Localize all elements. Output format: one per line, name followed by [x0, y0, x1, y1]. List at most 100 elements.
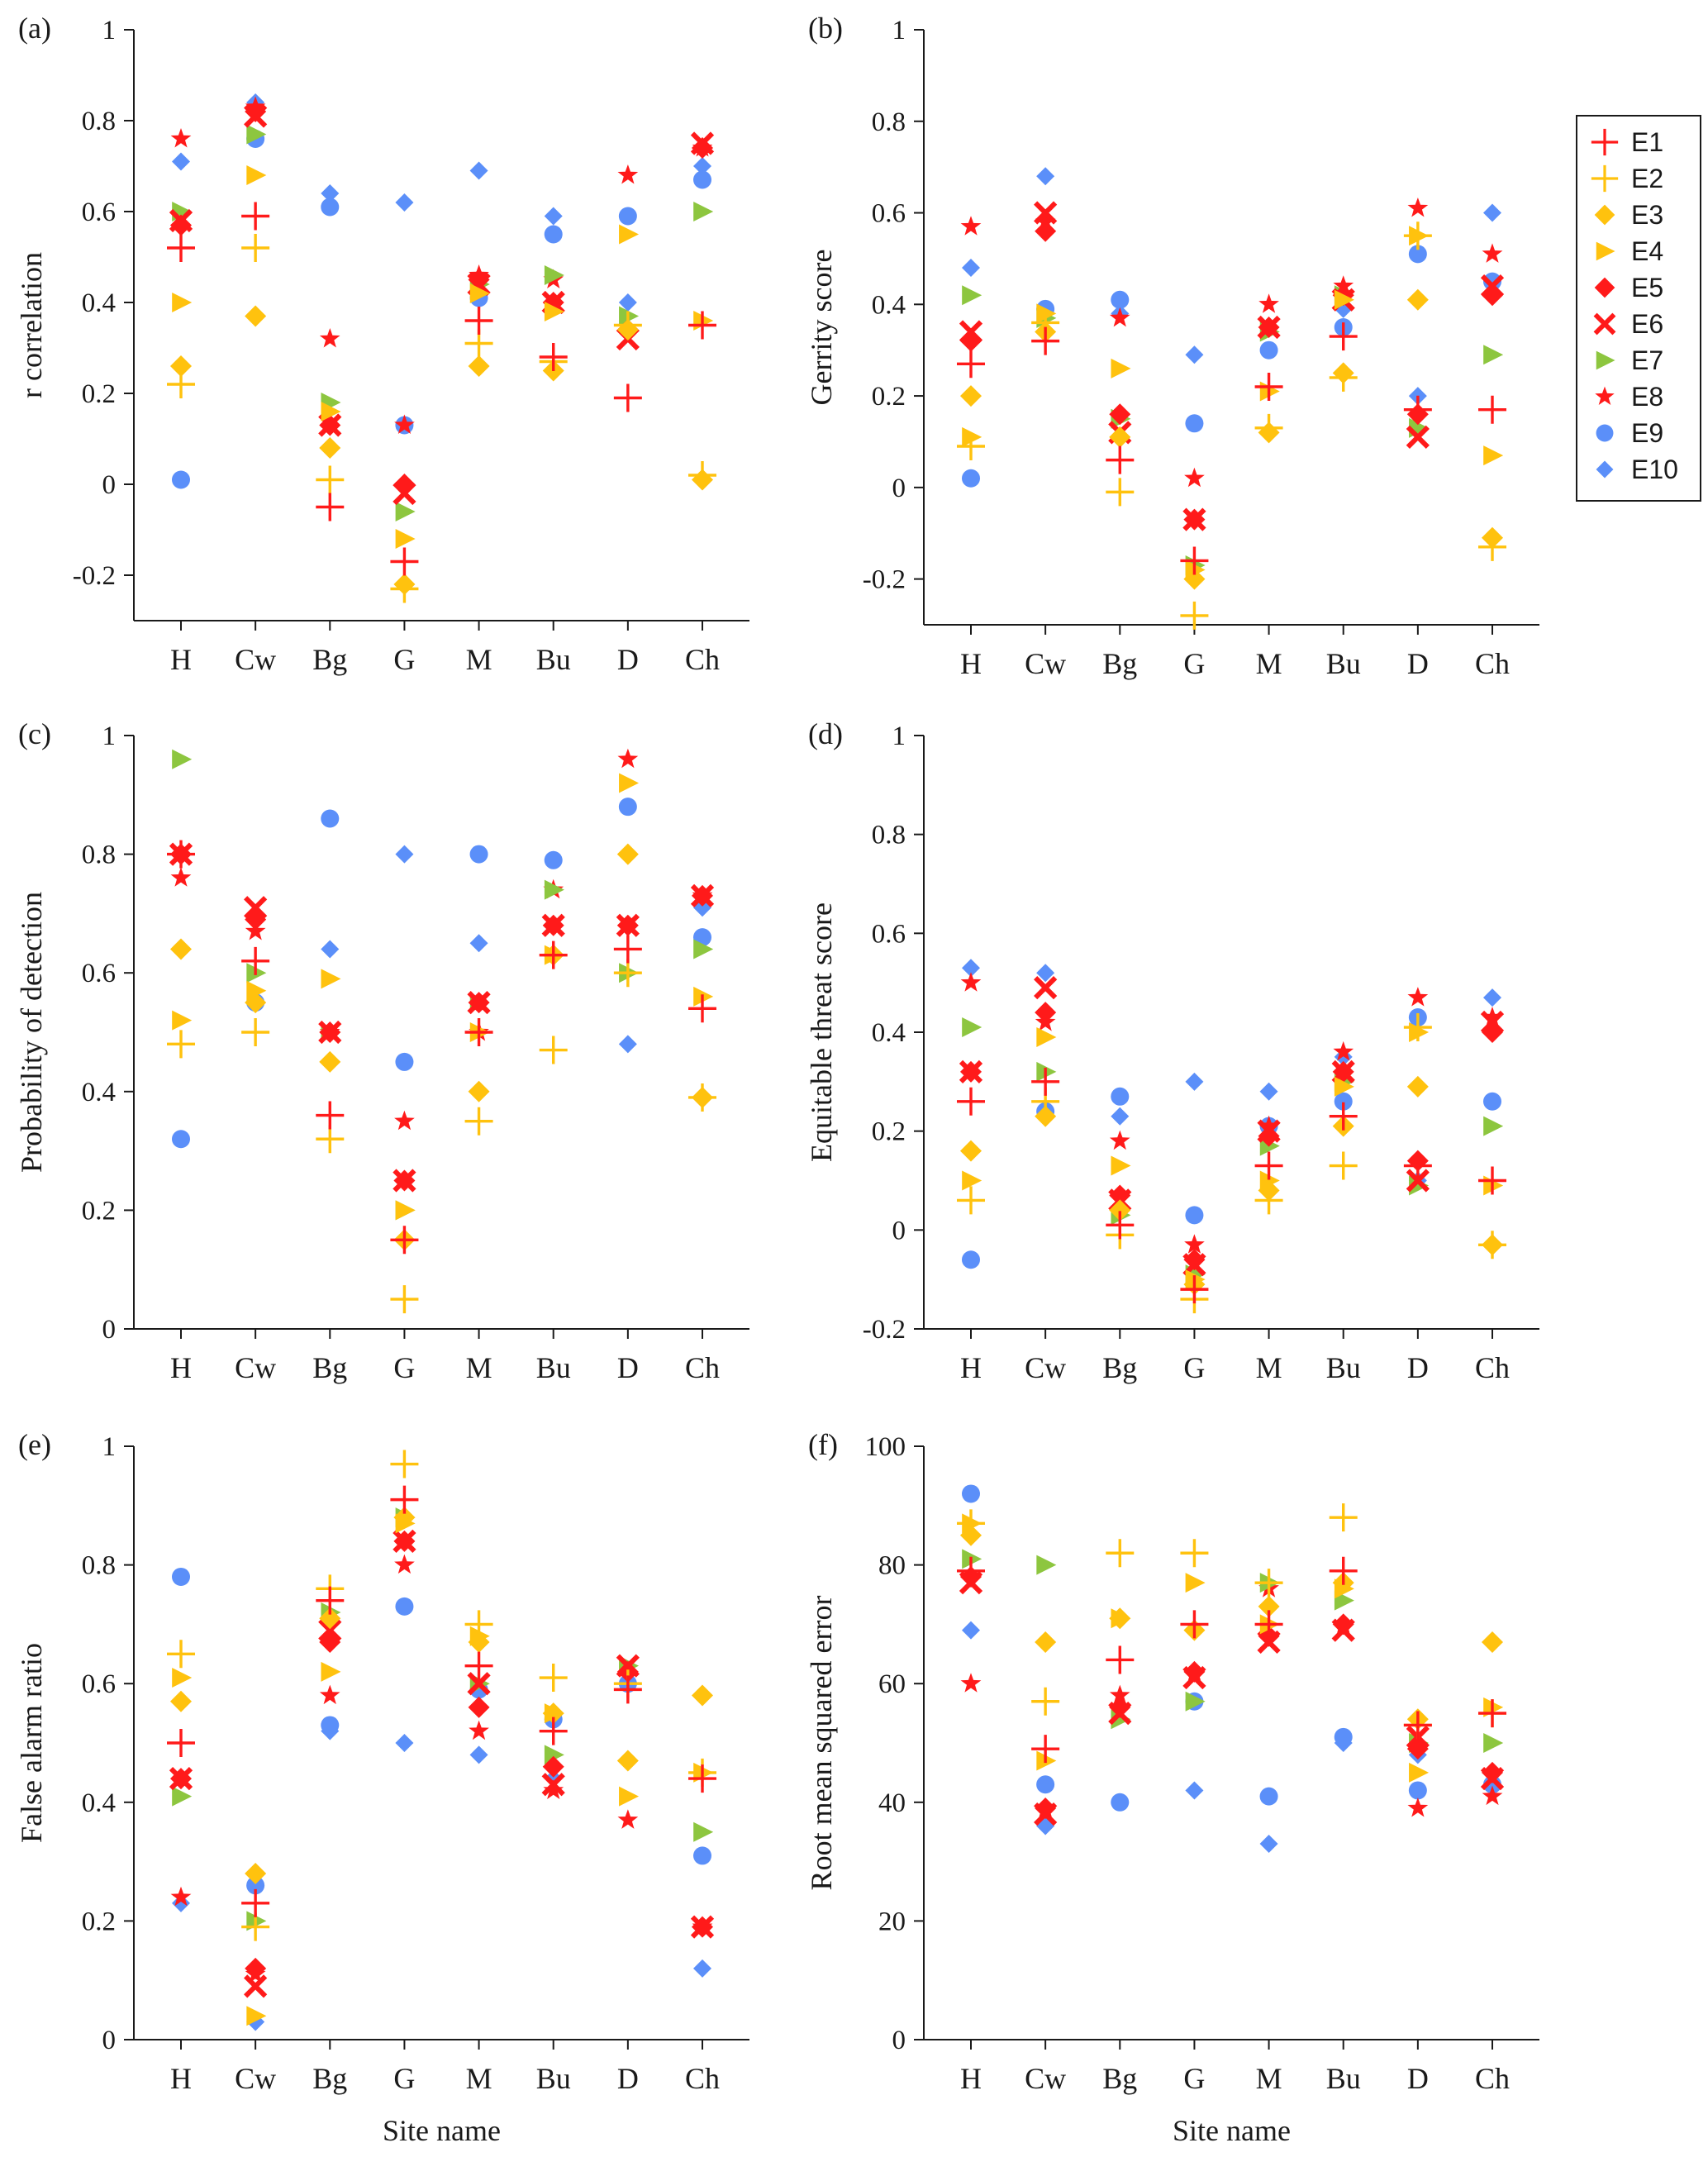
point-e10-ch: [693, 1959, 711, 1978]
point-e1-h: [167, 234, 195, 262]
point-e9-g: [395, 1052, 414, 1071]
legend-marker-e10: [1596, 460, 1614, 479]
point-e6-cw: [244, 1974, 268, 1998]
y-tick-label: 0.8: [82, 107, 116, 136]
point-e4-bg: [321, 1661, 341, 1682]
x-tick-label: Bg: [312, 643, 347, 676]
y-tick-label: 0.6: [872, 199, 906, 229]
point-e1-g: [390, 547, 419, 576]
point-e4-cw: [246, 2006, 267, 2026]
point-e5-g: [1183, 508, 1206, 531]
point-e4-cw: [246, 165, 267, 185]
point-e9-m: [1259, 340, 1278, 360]
y-tick-label: 0: [892, 474, 906, 503]
point-e4-bg: [321, 969, 341, 989]
point-e4-bg: [1111, 358, 1131, 379]
legend-marker-e8: [1595, 386, 1615, 405]
point-e1-cw: [1031, 326, 1060, 355]
panel-label: (a): [18, 12, 51, 45]
y-tick-label: 1: [102, 1432, 117, 1462]
point-e5-d: [616, 914, 639, 936]
point-e9-bu: [1334, 1727, 1353, 1746]
point-e2-bu: [539, 1036, 568, 1064]
point-e8-g: [394, 1110, 415, 1131]
y-tick-label: 0: [892, 1216, 906, 1245]
point-e3-m: [468, 1080, 490, 1102]
x-tick-label: D: [617, 2062, 639, 2095]
point-e9-g: [1185, 414, 1204, 433]
point-e5-ch: [1482, 1021, 1503, 1043]
point-e5-ch: [1482, 284, 1503, 307]
point-e1-g: [1180, 1610, 1209, 1639]
panel-label: (e): [18, 1428, 51, 1461]
point-e4-g: [1185, 1573, 1206, 1593]
y-tick-label: 0.2: [82, 379, 116, 409]
x-tick-label: G: [1183, 1351, 1205, 1384]
panel-label: (b): [808, 12, 843, 45]
point-e5-h: [960, 330, 982, 352]
point-e1-ch: [688, 311, 716, 340]
point-e5-cw: [1035, 1002, 1057, 1024]
x-tick-label: G: [393, 643, 415, 676]
point-e1-d: [613, 935, 642, 964]
point-e8-d: [1407, 198, 1429, 217]
point-e3-bg: [1109, 1607, 1131, 1630]
point-e8-d: [617, 748, 639, 769]
x-tick-label: Bu: [536, 1351, 571, 1384]
point-e10-g: [395, 1734, 414, 1752]
point-e4-bu: [544, 302, 564, 321]
point-e8-ch: [1482, 1007, 1503, 1026]
panel-label: (c): [18, 717, 51, 750]
point-e8-bg: [319, 328, 340, 348]
x-tick-label: M: [1256, 647, 1282, 680]
point-e7-d: [1409, 1175, 1430, 1196]
point-e9-d: [618, 798, 637, 817]
point-e6-bu: [541, 1773, 565, 1797]
point-e6-bg: [318, 1618, 342, 1642]
point-e2-h: [957, 432, 985, 460]
point-e9-h: [172, 1567, 190, 1586]
point-e7-h: [962, 285, 982, 306]
point-e9-ch: [1483, 272, 1501, 291]
point-e7-ch: [693, 1821, 714, 1842]
point-e9-h: [962, 469, 980, 488]
point-e8-bg: [319, 1684, 340, 1705]
point-e9-g: [1185, 1206, 1204, 1225]
point-e1-bg: [316, 1586, 345, 1615]
y-tick-label: 0.2: [82, 1907, 116, 1936]
x-tick-label: Cw: [235, 643, 276, 676]
point-e10-g: [395, 845, 414, 864]
x-tick-label: M: [1256, 1351, 1282, 1384]
point-e9-d: [1408, 1781, 1427, 1800]
point-e9-h: [962, 1250, 980, 1269]
point-e3-h: [170, 355, 192, 377]
point-e2-bu: [539, 1664, 568, 1693]
panel-label: (d): [808, 717, 843, 750]
point-e3-bg: [319, 1050, 341, 1073]
point-e2-cw: [241, 234, 270, 262]
point-e6-m: [467, 1672, 491, 1696]
point-e7-h: [172, 1786, 193, 1807]
point-e1-bg: [316, 493, 345, 521]
x-tick-label: D: [1407, 1351, 1429, 1384]
point-e9-g: [395, 1597, 414, 1616]
point-e1-d: [613, 383, 642, 412]
point-e10-d: [618, 293, 637, 312]
y-tick-label: -0.2: [863, 1315, 906, 1345]
legend-label: E5: [1631, 273, 1663, 302]
point-e5-bu: [542, 1755, 564, 1778]
point-e8-h: [170, 128, 192, 148]
point-e1-ch: [1478, 1166, 1506, 1195]
y-tick-label: 1: [892, 16, 906, 45]
point-e2-m: [464, 1107, 493, 1136]
point-e9-ch: [693, 1846, 711, 1865]
point-e7-bu: [544, 1745, 564, 1765]
y-tick-label: 0.8: [82, 840, 116, 870]
point-e1-bg: [316, 1101, 345, 1130]
x-tick-label: Bu: [1326, 2062, 1361, 2095]
point-e8-cw: [245, 920, 266, 940]
point-e7-g: [1185, 1691, 1206, 1712]
point-e5-d: [1406, 1738, 1429, 1760]
point-e7-ch: [1483, 1733, 1504, 1753]
y-axis-title: Equitable threat score: [805, 902, 838, 1162]
